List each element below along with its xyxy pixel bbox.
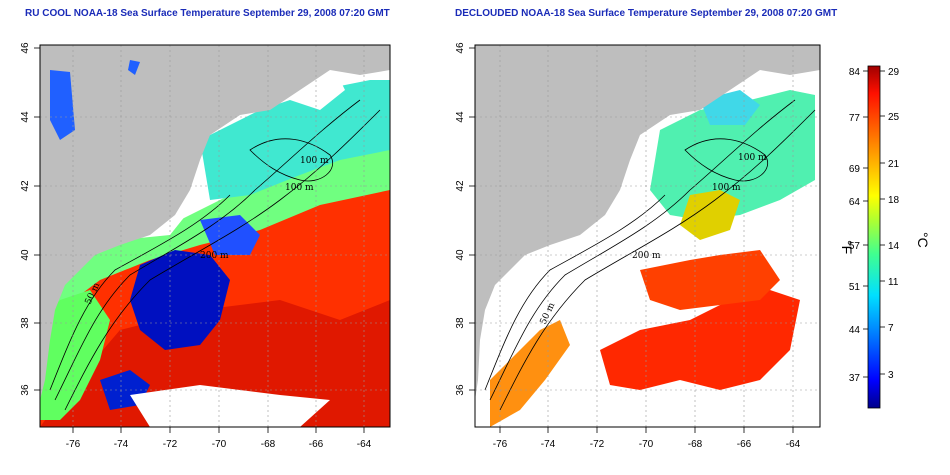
colorbar-fahrenheit-tick-label: 64: [849, 197, 861, 208]
left-lon-tick-label: -72: [163, 439, 178, 450]
right-graticule: [475, 45, 820, 427]
right-lat-tick-label: 40: [455, 249, 466, 261]
right-lon-tick-label: -66: [737, 439, 752, 450]
axis-layer: -76 -74 -72 -70 -68 -66 -64 36 38 40 42 44 46 -76 -74 -…: [20, 42, 801, 450]
left-contour-basin: [249, 138, 333, 182]
left-contour-label-200m: 200 m: [200, 251, 229, 261]
right-contour-label-200m: 200 m: [632, 251, 661, 261]
right-lon-tick-label: -72: [590, 439, 605, 450]
colorbar-celsius-tick-label: 11: [888, 277, 899, 288]
right-map-frame: [474, 44, 821, 428]
colorbar-fahrenheit-tick-label: 77: [849, 113, 861, 124]
right-lat-tick-label: 38: [455, 317, 466, 329]
colorbar-celsius-unit: °C: [915, 232, 931, 248]
left-inland-lake: [50, 70, 75, 140]
colorbar-celsius-tick-label: 21: [888, 159, 900, 170]
left-lon-tick-label: -74: [114, 439, 129, 450]
right-map-panel: 100 m 100 m 200 m 50 m: [474, 44, 821, 428]
left-lon-tick-label: -68: [261, 439, 276, 450]
colorbar-fahrenheit-tick-label: 84: [849, 67, 861, 78]
right-coastal-water: [490, 320, 570, 427]
left-lon-tick-label: -70: [212, 439, 227, 450]
colorbar-fahrenheit-tick-label: 44: [849, 325, 861, 336]
right-lon-tick-label: -64: [786, 439, 801, 450]
left-cloud-edge-patch: [200, 215, 260, 255]
colorbar-fahrenheit-tick-label: 37: [849, 373, 861, 384]
right-contour-50m: [484, 194, 666, 391]
left-gulf-of-maine-water: [200, 80, 390, 200]
right-land: [475, 45, 820, 400]
left-inland-lake-small: [128, 60, 140, 75]
left-lat-tick-label: 44: [20, 111, 31, 123]
left-lat-tick-label: 36: [20, 384, 31, 396]
colorbar-celsius-tick-label: 29: [888, 67, 900, 78]
left-lat-tick-label: 46: [20, 42, 31, 54]
right-contour-100m: [489, 99, 796, 401]
colorbar-celsius-tick-label: 14: [888, 241, 900, 252]
colorbar-celsius-tick-label: 18: [888, 195, 900, 206]
colorbar-ticks: 84 77 69 64 57 51 44 37 29 25 21 18 14 11 7 3: [849, 67, 900, 384]
left-lat-tick-label: 42: [20, 180, 31, 192]
left-panel-title: RU COOL NOAA-18 Sea Surface Temperature …: [25, 8, 390, 19]
colorbar-celsius-tick-label: 25: [888, 112, 900, 123]
colorbar-fahrenheit-unit: °F: [839, 240, 855, 254]
left-lat-tick-label: 40: [20, 249, 31, 261]
left-contour-label-100m-b: 100 m: [285, 183, 314, 193]
left-cloud-cold-patch: [130, 250, 230, 350]
right-contour-label-100m-a: 100 m: [738, 153, 767, 163]
left-contour-100m: [54, 99, 361, 401]
left-land: [40, 45, 390, 400]
left-lon-tick-label: -64: [357, 439, 372, 450]
right-lat-tick-label: 44: [455, 111, 466, 123]
colorbar-celsius-tick-label: 3: [888, 370, 894, 381]
left-lat-tick-label: 38: [20, 317, 31, 329]
left-lon-tick-label: -76: [66, 439, 81, 450]
right-lon-tick-label: -68: [688, 439, 703, 450]
colorbar: 84 77 69 64 57 51 44 37 29 25 21 18 14 11 7 3 °F °C: [839, 65, 931, 409]
colorbar-fahrenheit-tick-label: 57: [849, 241, 861, 252]
left-map-frame: [39, 44, 391, 428]
right-panel-title: DECLOUDED NOAA-18 Sea Surface Temperatur…: [455, 8, 838, 19]
colorbar-gradient: [867, 65, 881, 409]
right-lon-tick-label: -76: [493, 439, 508, 450]
left-cloud-band: [130, 385, 330, 427]
right-contour-label-100m-b: 100 m: [712, 183, 741, 193]
left-contour-50m: [49, 194, 231, 391]
left-contour-label-100m-a: 100 m: [300, 156, 329, 166]
right-shelf-front: [680, 190, 740, 240]
right-warm-water: [600, 290, 800, 390]
left-map-panel: 100 m 100 m 200 m 50 m: [39, 44, 391, 428]
colorbar-celsius-tick-label: 7: [888, 323, 894, 334]
left-lon-tick-label: -66: [309, 439, 324, 450]
right-contour-basin: [684, 138, 768, 182]
right-shelf-water: [650, 90, 815, 220]
colorbar-fahrenheit-tick-label: 51: [849, 282, 861, 293]
right-warm-water-north: [640, 250, 780, 310]
right-lon-tick-label: -70: [639, 439, 654, 450]
right-lat-tick-label: 46: [455, 42, 466, 54]
right-lat-tick-label: 42: [455, 180, 466, 192]
left-coastal-water: [40, 290, 110, 420]
right-lon-tick-label: -74: [541, 439, 556, 450]
left-graticule: [40, 45, 390, 427]
colorbar-fahrenheit-tick-label: 69: [849, 164, 861, 175]
right-lat-tick-label: 36: [455, 384, 466, 396]
